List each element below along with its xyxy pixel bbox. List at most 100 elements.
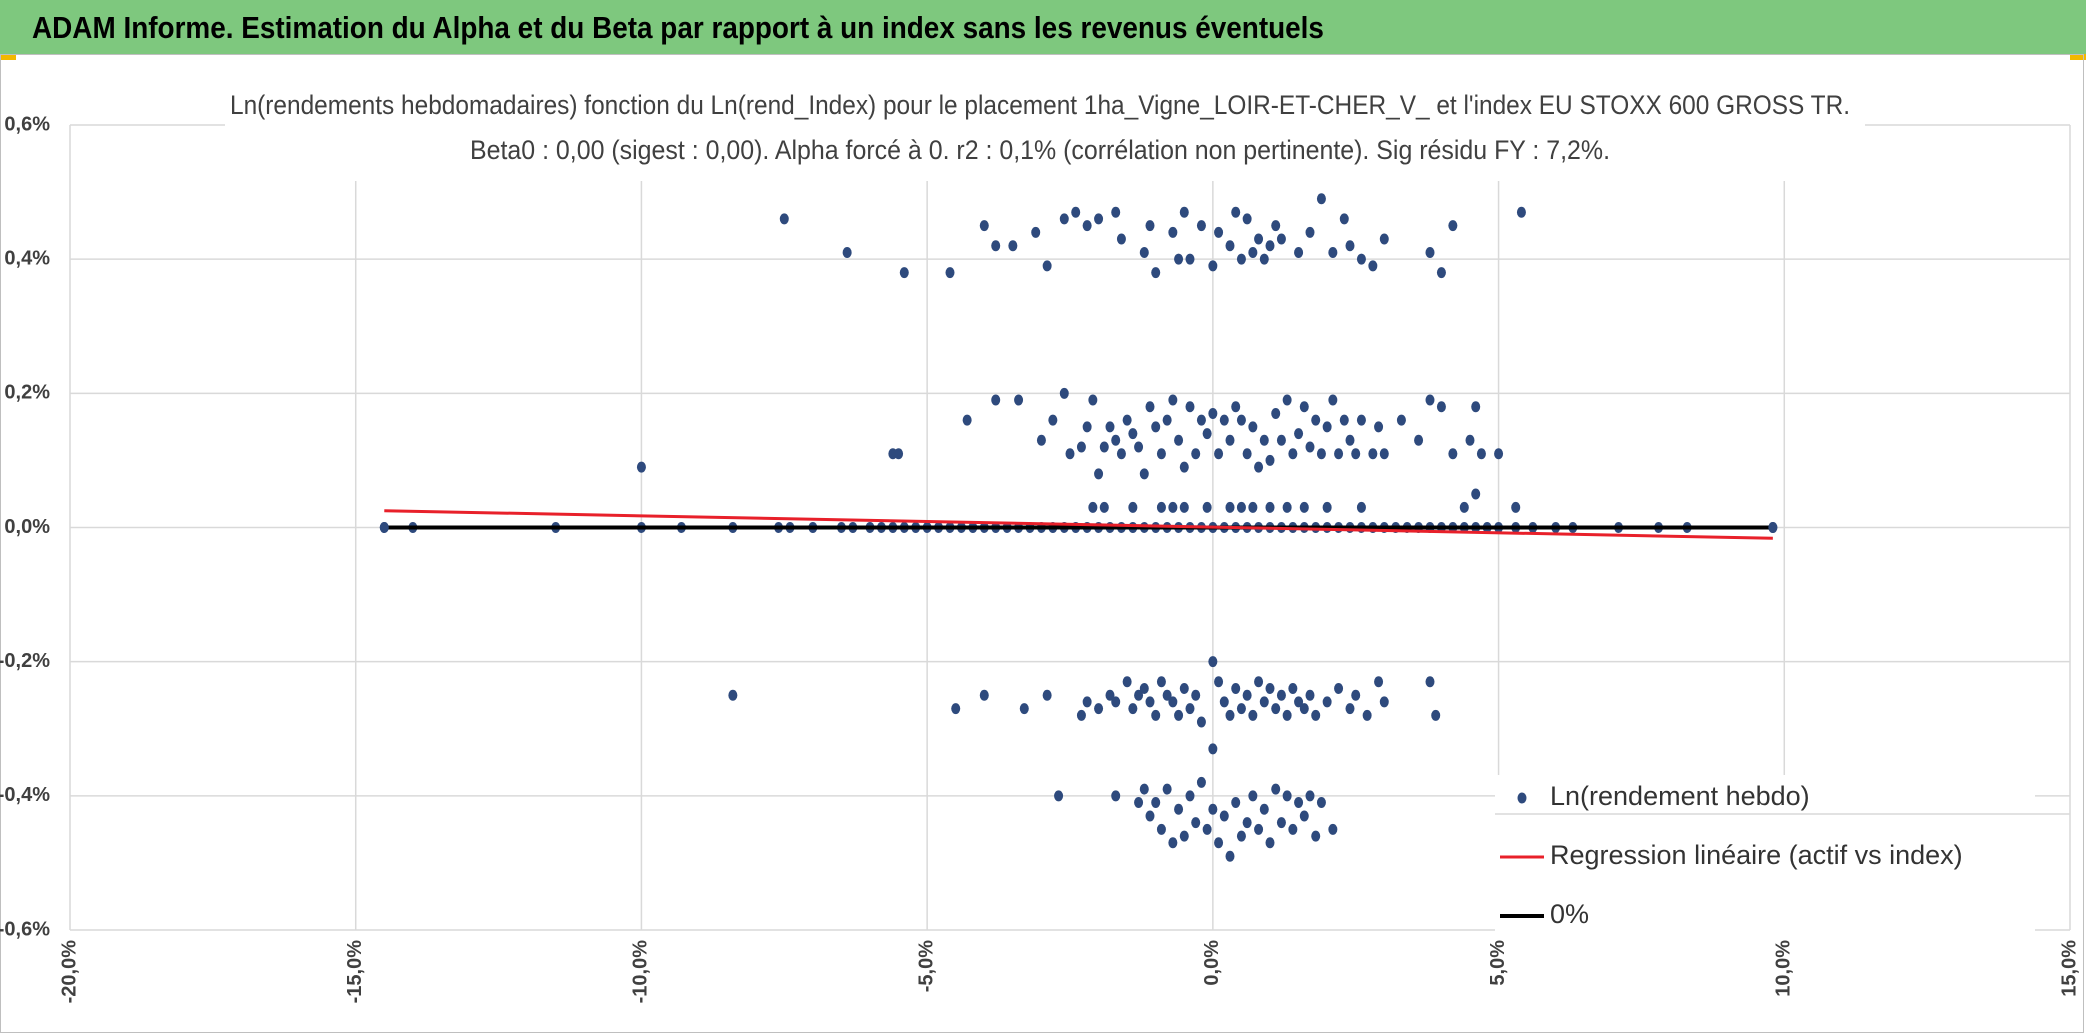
data-point [1276,434,1286,446]
data-point [1511,501,1521,513]
data-point [1139,783,1149,795]
x-tick-label: -15,0% [344,940,366,1004]
data-point [1465,434,1475,446]
x-tick-label: -5,0% [915,940,937,992]
data-point [1116,448,1126,460]
data-point [1265,240,1275,252]
data-point [1231,797,1241,809]
data-point [1059,387,1069,399]
y-tick-label: 0,0% [4,516,50,538]
data-point [1219,414,1229,426]
data-point [1271,783,1281,795]
data-point [1128,501,1138,513]
data-point [1048,414,1058,426]
data-point [1162,783,1172,795]
data-point [1156,823,1166,835]
data-point [1128,428,1138,440]
data-point [1322,696,1332,708]
data-point [1128,703,1138,715]
data-point [1174,434,1184,446]
data-point [1179,683,1189,694]
data-point [1031,226,1041,238]
data-point [1282,709,1292,721]
data-point [1196,776,1206,788]
data-point [1471,401,1481,413]
data-point [1242,689,1252,701]
data-point [1202,823,1212,835]
data-point [1248,501,1258,513]
data-point [1294,246,1304,258]
data-point [1202,428,1212,440]
data-point [1276,233,1286,245]
data-point [1265,454,1275,466]
data-point [1191,689,1201,701]
data-point [1305,441,1315,453]
data-point [1208,803,1218,815]
data-point [1156,501,1166,513]
data-point [1076,441,1086,453]
data-point [1356,253,1366,265]
data-point [1248,790,1258,802]
chart-title: Ln(rendements hebdomadaires) fonction du… [230,90,1850,120]
data-point [1345,703,1355,715]
legend-background [1495,775,2035,940]
data-point [1179,461,1189,473]
data-point [894,448,904,460]
data-point [1214,676,1224,688]
data-point [1196,716,1206,728]
data-point [1379,233,1389,245]
data-point [1168,226,1178,238]
data-point [379,522,389,533]
data-point [1065,448,1075,460]
data-point [1459,501,1469,513]
data-point [1374,421,1384,433]
data-point [1414,434,1424,446]
data-point [1094,703,1104,715]
data-point [1014,394,1024,406]
regression-line [384,509,1773,540]
data-point [1276,689,1286,701]
chart-subtitle: Beta0 : 0,00 (sigest : 0,00). Alpha forc… [470,135,1610,165]
data-point [1139,246,1149,258]
data-point [1271,220,1281,232]
data-point [1236,414,1246,426]
data-point [1174,709,1184,721]
data-point [1219,810,1229,822]
data-point [1328,394,1338,406]
legend-label: 0% [1550,899,1589,929]
data-point [779,213,789,225]
data-point [1214,837,1224,849]
y-tick-label: -0,4% [0,784,50,806]
data-point [1288,823,1298,835]
data-point [1168,501,1178,513]
data-point [1368,260,1378,272]
header-bar: ADAM Informe. Estimation du Alpha et du … [0,0,2086,54]
data-point [1008,240,1018,252]
data-point [1088,501,1098,513]
data-point [1448,220,1458,232]
data-point [1248,709,1258,721]
data-point [1768,522,1778,533]
data-point [1145,401,1155,413]
data-point [1299,401,1309,413]
data-point [1374,676,1384,688]
data-point [1231,206,1241,218]
data-point [1248,246,1258,258]
data-point [1139,683,1149,694]
data-point [1088,394,1098,406]
data-point [1191,817,1201,829]
data-point [1242,448,1252,460]
data-point [1174,253,1184,265]
data-point [1162,414,1172,426]
data-point [962,414,972,426]
data-point [1156,676,1166,688]
data-point [1259,803,1269,815]
data-point [1288,448,1298,460]
data-point [1168,394,1178,406]
data-point [979,220,989,232]
data-point [1436,401,1446,413]
x-tick-label: 15,0% [2058,940,2080,997]
data-point [1265,501,1275,513]
data-point [1196,414,1206,426]
data-point [1271,703,1281,715]
